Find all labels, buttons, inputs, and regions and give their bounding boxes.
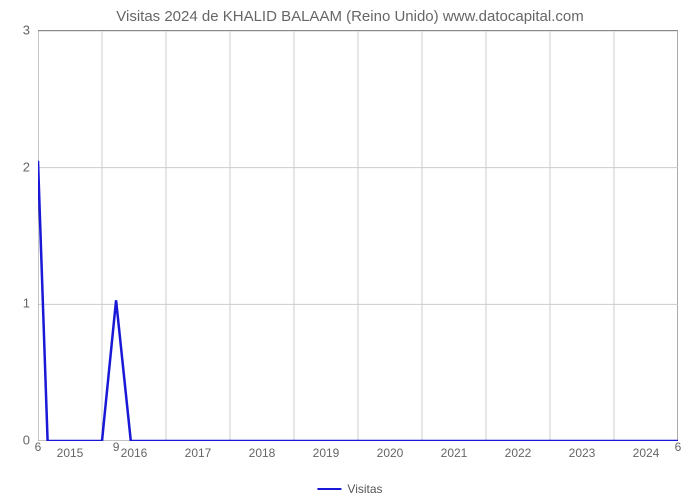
x-tick-label: 2021 — [441, 446, 468, 460]
chart-title: Visitas 2024 de KHALID BALAAM (Reino Uni… — [0, 0, 700, 25]
y-tick-label: 3 — [23, 23, 30, 38]
legend: Visitas — [317, 482, 382, 496]
x-tick-label: 2019 — [313, 446, 340, 460]
x-tick-label: 2016 — [121, 446, 148, 460]
chart-container: Visitas 2024 de KHALID BALAAM (Reino Uni… — [0, 0, 700, 500]
x-axis: 2015 2016 2017 2018 2019 2020 2021 2022 2023 2024 — [38, 440, 678, 470]
plot-area — [38, 30, 678, 440]
y-axis: 0123 — [0, 30, 38, 440]
secondary-label: 6 — [675, 440, 682, 454]
x-tick-label: 2018 — [249, 446, 276, 460]
x-tick-label: 2024 — [633, 446, 660, 460]
gridlines — [38, 31, 678, 441]
chart-svg — [38, 31, 678, 441]
secondary-label: 6 — [35, 440, 42, 454]
x-tick-label: 2023 — [569, 446, 596, 460]
legend-label: Visitas — [347, 482, 382, 496]
x-tick-label: 2017 — [185, 446, 212, 460]
secondary-label: 9 — [113, 440, 120, 454]
x-tick-label: 2015 — [57, 446, 84, 460]
y-tick-label: 2 — [23, 159, 30, 174]
y-tick-label: 0 — [23, 433, 30, 448]
y-tick-label: 1 — [23, 296, 30, 311]
x-tick-label: 2022 — [505, 446, 532, 460]
legend-line — [317, 488, 341, 491]
x-tick-label: 2020 — [377, 446, 404, 460]
